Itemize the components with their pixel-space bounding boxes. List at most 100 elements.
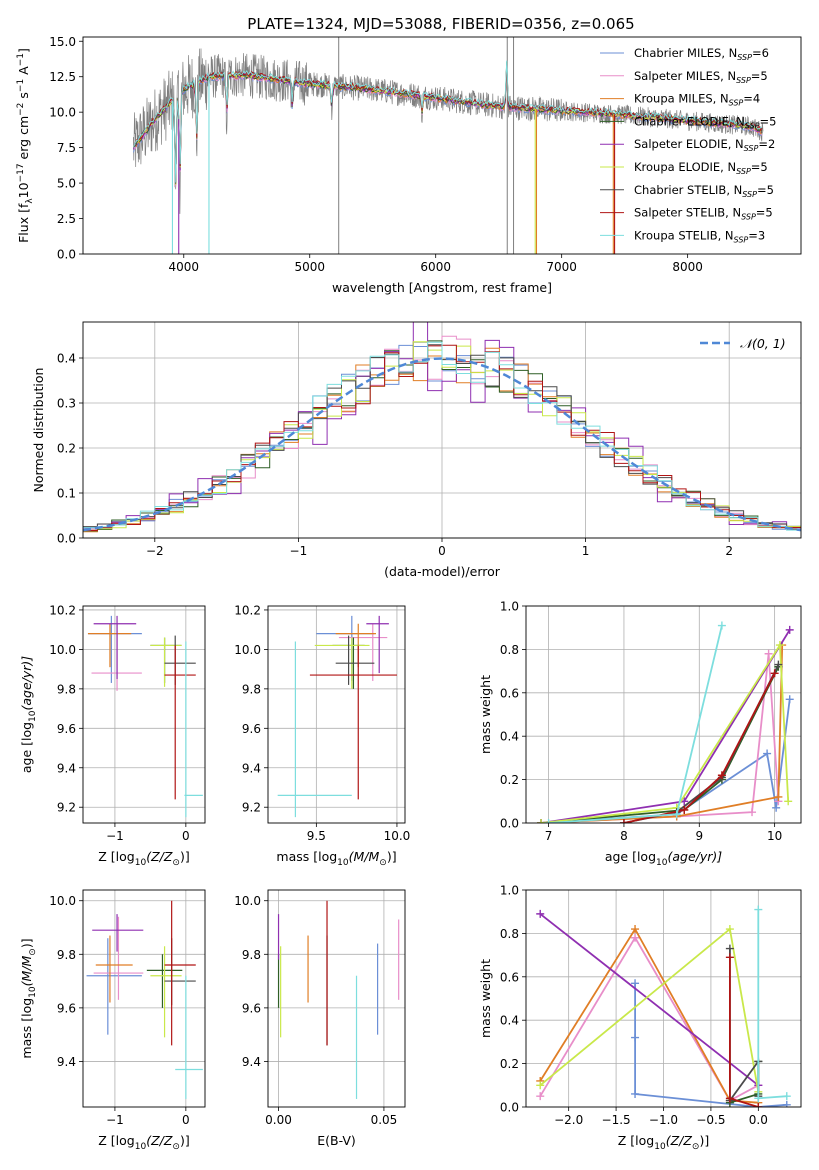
axes-frame: [82, 36, 802, 255]
y-tick-label: 9.6: [242, 722, 261, 736]
y-tick-label: 9.4: [57, 1055, 76, 1069]
series-marker-chabrier-miles: [631, 1033, 640, 1042]
y-tick-label: 0.6: [500, 970, 519, 984]
x-tick-label: −1.0: [649, 1113, 678, 1127]
axes-frame: [525, 889, 802, 1108]
y-tick-label: 10.0: [49, 894, 76, 908]
y-tick-label: 9.4: [242, 761, 261, 775]
panel-mass-vs-ebv: 0.00 0.05 9.4 9.6 9.8 10.0 E(B-V): [234, 889, 406, 1148]
x-axis-label: (data-model)/error: [384, 564, 501, 579]
plot-area: [537, 621, 794, 823]
gaussian-curve: [83, 357, 801, 532]
y-tick-label: 0.2: [500, 773, 519, 787]
plot-area: [86, 900, 203, 1099]
x-tick-label: 1: [582, 544, 590, 558]
x-tick-label: −2.0: [554, 1113, 583, 1127]
series-marker-kroupa-elodie: [784, 797, 793, 806]
plot-area: [87, 615, 203, 818]
series-marker-kroupa-miles: [774, 792, 783, 801]
series-marker-chabrier-miles: [631, 1089, 640, 1098]
y-tick-label: 10.0: [234, 894, 261, 908]
series-line-salpeter-elodie: [539, 913, 759, 1087]
y-tick-label: 10.0: [49, 106, 76, 120]
series-line-kroupa-miles: [539, 927, 759, 1104]
legend-label: Kroupa MILES, NSSP=4: [634, 92, 760, 108]
legend-label: Kroupa STELIB, NSSP=3: [634, 228, 765, 244]
series-marker-kroupa-stelib: [754, 1094, 763, 1103]
series-marker-kroupa-elodie: [775, 641, 784, 650]
x-tick-label: 0: [182, 829, 190, 843]
panel-residuals: −2 −1 0 1 2 0.0 0.1 0.2 0.3 0.4 (data-model)/error…: [31, 321, 802, 579]
series-marker-kroupa-stelib: [717, 621, 726, 630]
x-axis-label: age [log10(age/yr)]: [605, 849, 722, 868]
x-tick-label: 6000: [420, 260, 451, 274]
series-marker-salpeter-stelib: [717, 771, 726, 780]
x-tick-label: −1: [290, 544, 308, 558]
y-tick-label: 9.8: [242, 948, 261, 962]
histogram-kroupa-stelib: [83, 341, 801, 531]
panel-mass-vs-Z: −1 0 9.4 9.6 9.8 10.0 Z [log10(Z/Z⊙)] mass [log…: [19, 889, 206, 1152]
series-marker-kroupa-stelib: [754, 905, 763, 914]
x-tick-label: 9.5: [307, 829, 326, 843]
plot-area: [83, 322, 801, 533]
axes-frame: [82, 605, 206, 824]
series-line-kroupa-elodie: [540, 642, 790, 823]
y-tick-label: 9.6: [57, 722, 76, 736]
series-marker-kroupa-stelib: [544, 819, 553, 823]
series-marker-salpeter-miles: [631, 933, 640, 942]
y-tick-label: 9.6: [57, 1001, 76, 1015]
panel-massweight-vs-Z: −2.0 −1.5 −1.0 −0.5 0.0 0.0 0.2 0.4 0.6 0.8 1.0 Z […: [478, 884, 802, 1152]
y-tick-label: 0.3: [57, 397, 76, 411]
x-tick-label: −1: [106, 1113, 124, 1127]
x-tick-label: 7: [545, 829, 553, 843]
y-tick-label: 9.8: [57, 948, 76, 962]
legend-label: Salpeter STELIB, NSSP=5: [634, 206, 773, 222]
series-marker-salpeter-elodie: [536, 909, 545, 918]
x-tick-label: −1.5: [602, 1113, 631, 1127]
y-tick-label: 0.2: [500, 1057, 519, 1071]
y-tick-label: 0.8: [500, 643, 519, 657]
plot-area: [277, 900, 400, 1099]
x-tick-label: 0.05: [371, 1113, 398, 1127]
series-marker-chabrier-miles: [772, 803, 781, 812]
x-tick-label: −2: [146, 544, 164, 558]
series-marker-salpeter-miles: [764, 649, 773, 658]
y-tick-label: 9.8: [57, 682, 76, 696]
series-marker-chabrier-miles: [763, 749, 772, 758]
series-marker-salpeter-stelib: [680, 805, 689, 814]
plot-area: [277, 615, 397, 818]
y-axis-label: mass [log10(M/M⊙)]: [19, 938, 38, 1058]
y-tick-label: 2.5: [57, 212, 76, 226]
legend-label: Chabrier MILES, NSSP=6: [634, 46, 769, 62]
series-marker-chabrier-stelib: [725, 944, 734, 953]
x-axis-label: E(B-V): [317, 1133, 356, 1148]
series-marker-chabrier-stelib: [774, 660, 783, 669]
axes-frame: [267, 605, 406, 824]
y-tick-label: 9.4: [57, 761, 76, 775]
series-marker-salpeter-miles: [536, 1092, 545, 1101]
panel-age-vs-Z: −1 0 9.2 9.4 9.6 9.8 10.0 10.2 Z [log10(Z/Z⊙)] ag…: [19, 603, 206, 868]
y-tick-label: 12.5: [49, 70, 76, 84]
series-marker-salpeter-stelib: [619, 819, 628, 823]
y-tick-label: 0.2: [57, 442, 76, 456]
series-marker-kroupa-elodie: [725, 925, 734, 934]
x-tick-label: 0: [182, 1113, 190, 1127]
x-axis-label: Z [log10(Z/Z⊙)]: [98, 849, 189, 868]
y-tick-label: 9.2: [57, 801, 76, 815]
axes-frame: [525, 605, 802, 824]
y-axis-label: Normed distribution: [31, 368, 46, 493]
series-marker-kroupa-elodie: [536, 1081, 545, 1090]
x-tick-label: 0: [438, 544, 446, 558]
axes-frame: [267, 889, 406, 1108]
x-tick-label: 8000: [672, 260, 703, 274]
y-tick-label: 0.0: [57, 532, 76, 546]
y-axis-label: mass weight: [478, 675, 493, 754]
x-tick-label: −0.5: [696, 1113, 725, 1127]
series-marker-kroupa-stelib: [672, 810, 681, 819]
y-tick-label: 15.0: [49, 35, 76, 49]
series-marker-kroupa-miles: [631, 925, 640, 934]
axes-frame: [82, 889, 206, 1108]
series-marker-kroupa-stelib: [782, 1092, 791, 1101]
series-marker-kroupa-elodie: [537, 819, 546, 823]
y-tick-label: 0.4: [57, 352, 76, 366]
